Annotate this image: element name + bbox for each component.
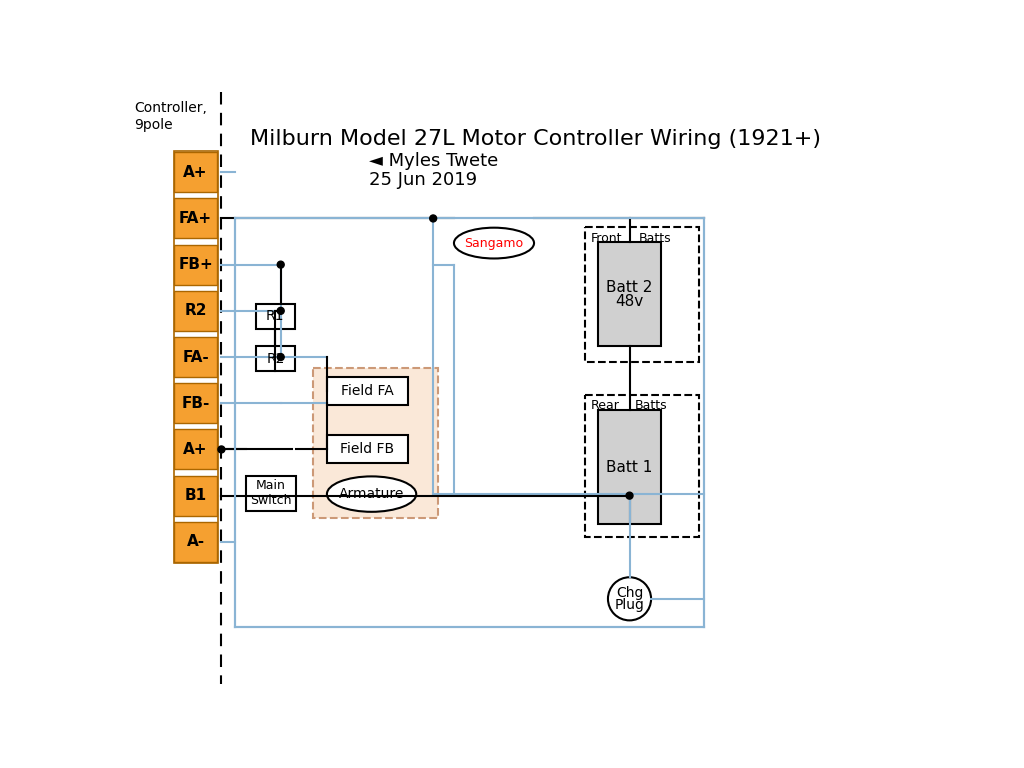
Bar bbox=[246, 475, 296, 511]
Bar bbox=[174, 521, 217, 562]
Text: A-: A- bbox=[186, 535, 205, 549]
Bar bbox=[174, 383, 217, 423]
Text: FA-: FA- bbox=[182, 349, 209, 365]
Bar bbox=[313, 368, 438, 518]
Bar bbox=[585, 227, 698, 362]
Text: FB-: FB- bbox=[181, 396, 210, 411]
Text: ◄ Myles Twete: ◄ Myles Twete bbox=[370, 152, 499, 170]
Text: A+: A+ bbox=[183, 165, 208, 180]
Text: Sangamo: Sangamo bbox=[465, 237, 523, 250]
Text: R2: R2 bbox=[266, 352, 285, 366]
Text: Field FB: Field FB bbox=[340, 442, 394, 455]
Text: A+: A+ bbox=[183, 442, 208, 457]
Bar bbox=[174, 337, 217, 377]
Text: 25 Jun 2019: 25 Jun 2019 bbox=[370, 171, 477, 190]
Bar bbox=[174, 245, 217, 285]
Text: Armature: Armature bbox=[339, 487, 404, 501]
Ellipse shape bbox=[327, 476, 416, 511]
Text: Chg: Chg bbox=[615, 586, 643, 600]
Text: Front: Front bbox=[591, 231, 623, 244]
Text: Batts: Batts bbox=[635, 399, 668, 412]
Circle shape bbox=[626, 492, 633, 499]
Text: FA+: FA+ bbox=[179, 211, 212, 226]
Text: Milburn Model 27L Motor Controller Wiring (1921+): Milburn Model 27L Motor Controller Wirin… bbox=[250, 129, 821, 149]
Text: Batt 1: Batt 1 bbox=[606, 460, 652, 475]
Text: Rear: Rear bbox=[591, 399, 620, 412]
Bar bbox=[174, 291, 217, 331]
Text: Controller,
9pole: Controller, 9pole bbox=[134, 101, 207, 131]
Ellipse shape bbox=[608, 578, 651, 621]
Bar bbox=[174, 475, 217, 515]
Text: R2: R2 bbox=[184, 303, 207, 319]
Text: Main
Switch: Main Switch bbox=[250, 479, 292, 508]
Text: Batt 2: Batt 2 bbox=[606, 280, 652, 295]
Bar bbox=[327, 435, 408, 462]
Text: 48v: 48v bbox=[615, 294, 644, 310]
Circle shape bbox=[278, 261, 285, 268]
Circle shape bbox=[278, 307, 285, 314]
Bar bbox=[256, 304, 295, 329]
Bar bbox=[256, 346, 295, 371]
Text: R1: R1 bbox=[266, 310, 285, 323]
Text: Field FA: Field FA bbox=[341, 384, 393, 398]
Ellipse shape bbox=[454, 227, 535, 259]
Circle shape bbox=[278, 353, 285, 360]
Bar bbox=[598, 410, 662, 524]
Circle shape bbox=[218, 446, 225, 453]
Bar bbox=[174, 152, 217, 192]
Bar bbox=[174, 198, 217, 238]
Bar bbox=[174, 429, 217, 469]
Bar bbox=[174, 151, 217, 563]
Bar bbox=[585, 395, 698, 538]
Text: Plug: Plug bbox=[614, 598, 644, 612]
Bar bbox=[598, 243, 662, 346]
Text: FB+: FB+ bbox=[178, 257, 213, 272]
Bar bbox=[327, 377, 408, 405]
Text: Batts: Batts bbox=[639, 231, 672, 244]
Circle shape bbox=[430, 215, 436, 222]
Text: B1: B1 bbox=[184, 488, 207, 503]
